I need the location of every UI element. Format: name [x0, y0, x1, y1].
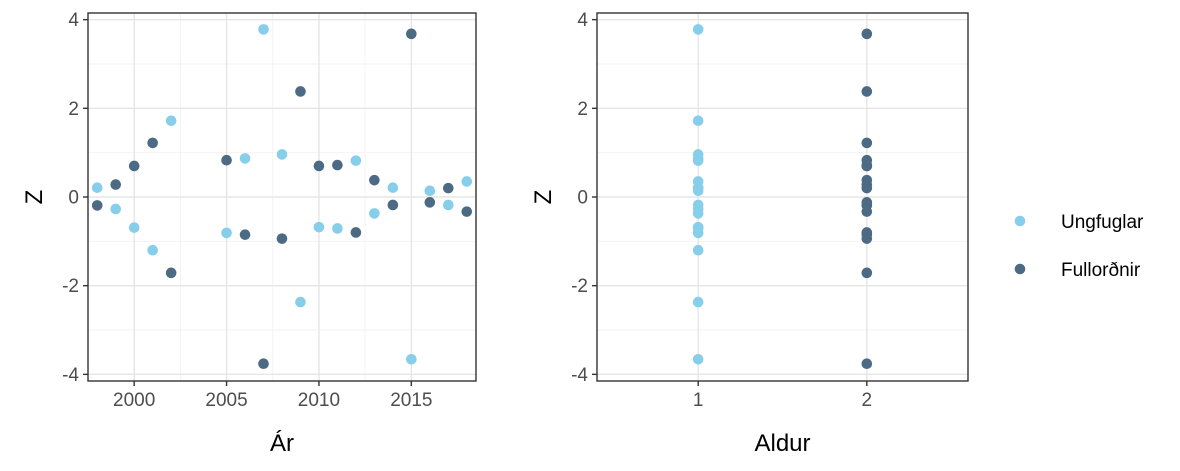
panel-age: 1 2 -4 -2 0 2 4 Aldur Z [530, 10, 969, 457]
data-point-ungfuglar [692, 176, 704, 187]
data-point-ungfuglar [369, 208, 380, 219]
data-point-fullordnir [861, 137, 873, 149]
data-point-fullordnir [861, 358, 873, 370]
data-point-ungfuglar [461, 176, 473, 187]
x-axis-title: Ár [270, 430, 294, 457]
data-point-ungfuglar [110, 203, 122, 215]
data-point-fullordnir [861, 86, 873, 97]
y-tick-label: 0 [68, 188, 79, 209]
data-point-ungfuglar [692, 296, 704, 308]
data-point-fullordnir [295, 86, 306, 97]
legend: Ungfuglar Fullorðnir [1014, 212, 1144, 281]
y-axis-title: Z [21, 190, 48, 205]
data-point-ungfuglar [350, 155, 362, 166]
x-tick-label: 2 [862, 390, 873, 411]
data-point-ungfuglar [128, 222, 140, 233]
data-point-ungfuglar [692, 185, 704, 197]
y-tick-label: 2 [577, 99, 588, 120]
data-point-ungfuglar [692, 199, 704, 211]
data-point-fullordnir [313, 160, 325, 172]
data-point-fullordnir [861, 159, 873, 171]
data-point-fullordnir [369, 174, 380, 186]
data-point-fullordnir [128, 160, 140, 172]
data-point-ungfuglar [276, 149, 288, 160]
data-point-fullordnir [165, 267, 177, 279]
y-tick-label: -4 [62, 365, 79, 386]
data-point-fullordnir [332, 159, 343, 171]
legend-label: Ungfuglar [1061, 212, 1144, 233]
data-point-ungfuglar [91, 182, 103, 193]
data-point-fullordnir [861, 267, 873, 279]
data-point-ungfuglar [295, 296, 306, 308]
x-tick-label: 2000 [113, 390, 155, 411]
data-point-ungfuglar [165, 115, 177, 127]
data-point-ungfuglar [313, 221, 325, 233]
data-point-fullordnir [258, 358, 269, 370]
data-point-fullordnir [861, 197, 873, 208]
y-axis-title: Z [530, 190, 557, 205]
data-point-ungfuglar [692, 223, 704, 234]
x-axis-title: Aldur [754, 430, 810, 457]
data-point-fullordnir [91, 200, 103, 211]
y-tick-label: -2 [571, 276, 588, 297]
data-point-fullordnir [861, 206, 873, 217]
legend-key-fullordnir [1014, 263, 1026, 275]
x-tick-label: 2015 [390, 390, 432, 411]
data-point-fullordnir [147, 137, 158, 149]
y-tick-label: 0 [577, 188, 588, 209]
data-point-ungfuglar [442, 199, 454, 211]
data-point-ungfuglar [692, 353, 704, 365]
y-tick-label: 4 [68, 10, 79, 31]
y-tick-label: -2 [62, 276, 79, 297]
data-point-ungfuglar [692, 155, 704, 166]
x-tick-label: 2010 [298, 390, 340, 411]
panel-year: 2000 2005 2010 2015 -4 -2 0 2 4 Ár Z [21, 10, 477, 457]
data-point-ungfuglar [239, 153, 251, 164]
data-point-fullordnir [276, 233, 288, 244]
data-point-ungfuglar [692, 24, 704, 35]
legend-label: Fullorðnir [1061, 260, 1141, 281]
y-tick-label: -4 [571, 365, 588, 386]
y-tick-label: 4 [577, 10, 588, 31]
data-point-ungfuglar [692, 244, 704, 256]
data-point-fullordnir [424, 197, 436, 208]
data-point-ungfuglar [332, 223, 343, 234]
data-point-ungfuglar [692, 208, 704, 219]
data-point-fullordnir [350, 227, 362, 238]
data-point-fullordnir [861, 182, 873, 194]
data-point-ungfuglar [387, 182, 399, 193]
legend-key-ungfuglar [1014, 215, 1026, 227]
data-point-fullordnir [861, 227, 873, 238]
data-point-fullordnir [861, 174, 873, 186]
data-point-fullordnir [406, 28, 417, 40]
data-point-ungfuglar [692, 115, 704, 127]
data-point-fullordnir [442, 182, 454, 194]
data-point-ungfuglar [424, 185, 436, 197]
data-point-ungfuglar [221, 227, 232, 239]
y-tick-label: 2 [68, 99, 79, 120]
data-point-ungfuglar [147, 244, 158, 256]
data-point-fullordnir [387, 199, 399, 211]
data-point-fullordnir [239, 229, 251, 240]
data-point-ungfuglar [258, 24, 269, 35]
x-tick-label: 2005 [205, 390, 247, 411]
data-point-ungfuglar [406, 353, 417, 365]
data-point-fullordnir [110, 179, 122, 190]
x-tick-label: 1 [693, 390, 704, 411]
data-point-fullordnir [221, 154, 232, 166]
data-point-fullordnir [461, 206, 473, 217]
data-point-fullordnir [861, 28, 873, 40]
